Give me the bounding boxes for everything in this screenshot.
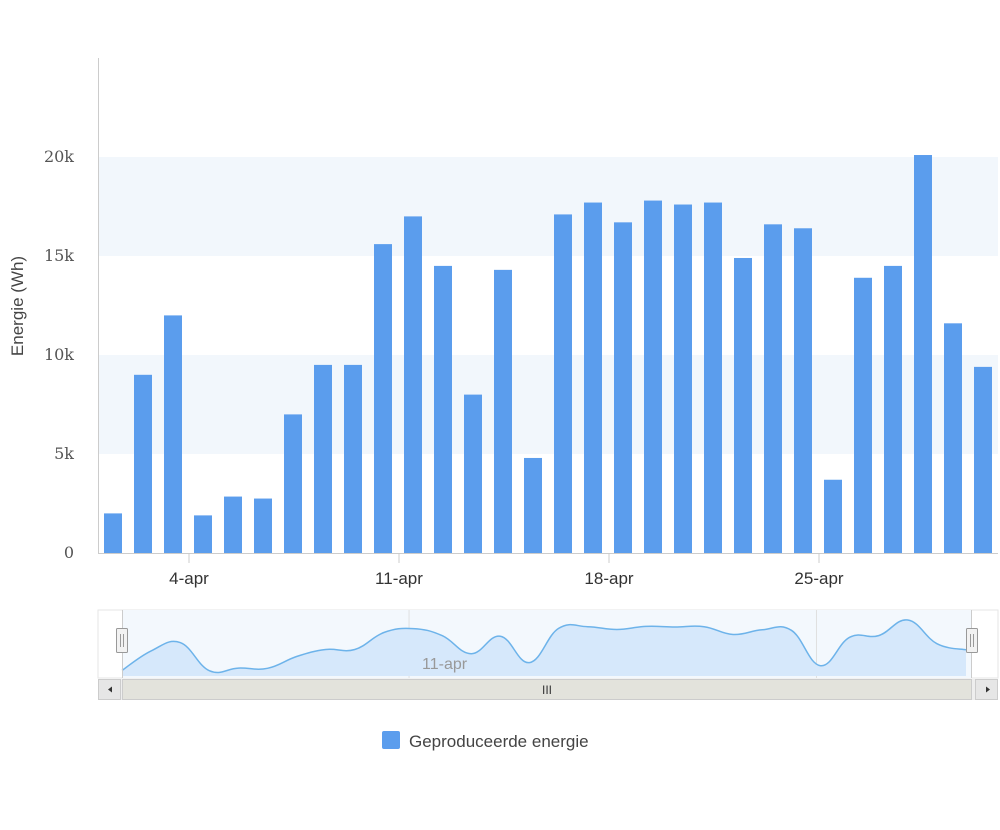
scrollbar-right-button[interactable] bbox=[975, 679, 998, 700]
bar[interactable] bbox=[674, 204, 692, 553]
x-tick-label: 4-apr bbox=[169, 569, 209, 588]
y-tick-label: 20k bbox=[44, 147, 74, 166]
bar[interactable] bbox=[494, 269, 512, 553]
bar[interactable] bbox=[824, 479, 842, 553]
arrow-left-icon bbox=[108, 686, 112, 693]
navigator[interactable]: 11-apr bbox=[97, 609, 999, 679]
y-axis-ticks: 0 5k 10k 15k 20k bbox=[44, 147, 74, 562]
y-axis-label: Energie (Wh) bbox=[8, 256, 27, 356]
bar[interactable] bbox=[914, 155, 932, 553]
bar[interactable] bbox=[404, 216, 422, 553]
navigator-date-label: 11-apr bbox=[422, 656, 468, 673]
plot-band bbox=[98, 157, 998, 256]
y-tick-label: 15k bbox=[44, 246, 74, 265]
scrollbar-grip: III bbox=[542, 683, 552, 697]
bar[interactable] bbox=[884, 265, 902, 553]
bar[interactable] bbox=[704, 202, 722, 554]
bar[interactable] bbox=[344, 364, 362, 553]
arrow-right-icon bbox=[986, 686, 990, 693]
bar[interactable] bbox=[584, 202, 602, 554]
bar[interactable] bbox=[314, 364, 332, 553]
bar[interactable] bbox=[224, 496, 242, 553]
plot-band bbox=[98, 355, 998, 454]
bar-series bbox=[104, 155, 992, 554]
navigator-handle-right[interactable] bbox=[966, 628, 978, 653]
y-tick-label: 10k bbox=[44, 345, 74, 364]
scrollbar[interactable]: III bbox=[98, 679, 998, 700]
y-tick-label: 0 bbox=[64, 543, 74, 562]
navigator-handle-left[interactable] bbox=[116, 628, 128, 653]
x-tick-label: 18-apr bbox=[584, 569, 633, 588]
bar[interactable] bbox=[284, 414, 302, 553]
bar[interactable] bbox=[464, 394, 482, 553]
scrollbar-thumb[interactable] bbox=[122, 679, 972, 700]
bar[interactable] bbox=[734, 257, 752, 553]
plot-background-bands bbox=[98, 157, 998, 454]
bar[interactable] bbox=[374, 244, 392, 553]
x-tick-label: 25-apr bbox=[794, 569, 843, 588]
navigator-series-line bbox=[121, 619, 967, 674]
bar[interactable] bbox=[944, 323, 962, 553]
y-tick-label: 5k bbox=[54, 444, 74, 463]
bar[interactable] bbox=[854, 277, 872, 553]
bar[interactable] bbox=[614, 222, 632, 553]
bar[interactable] bbox=[974, 366, 992, 553]
bar[interactable] bbox=[524, 457, 542, 553]
bar[interactable] bbox=[764, 224, 782, 553]
legend-swatch bbox=[382, 731, 400, 749]
bar[interactable] bbox=[434, 265, 452, 553]
bar[interactable] bbox=[644, 200, 662, 553]
x-tick-label: 11-apr bbox=[375, 569, 423, 588]
x-axis-ticks: 4-apr 11-apr 18-apr 25-apr bbox=[169, 553, 844, 588]
bar[interactable] bbox=[794, 228, 812, 553]
legend-label[interactable]: Geproduceerde energie bbox=[409, 732, 589, 751]
legend[interactable]: Geproduceerde energie bbox=[382, 731, 589, 751]
bar[interactable] bbox=[254, 498, 272, 553]
bar[interactable] bbox=[134, 374, 152, 553]
bar[interactable] bbox=[554, 214, 572, 554]
bar[interactable] bbox=[104, 513, 122, 553]
bar[interactable] bbox=[194, 515, 212, 553]
scrollbar-left-button[interactable] bbox=[98, 679, 121, 700]
bar[interactable] bbox=[164, 315, 182, 553]
